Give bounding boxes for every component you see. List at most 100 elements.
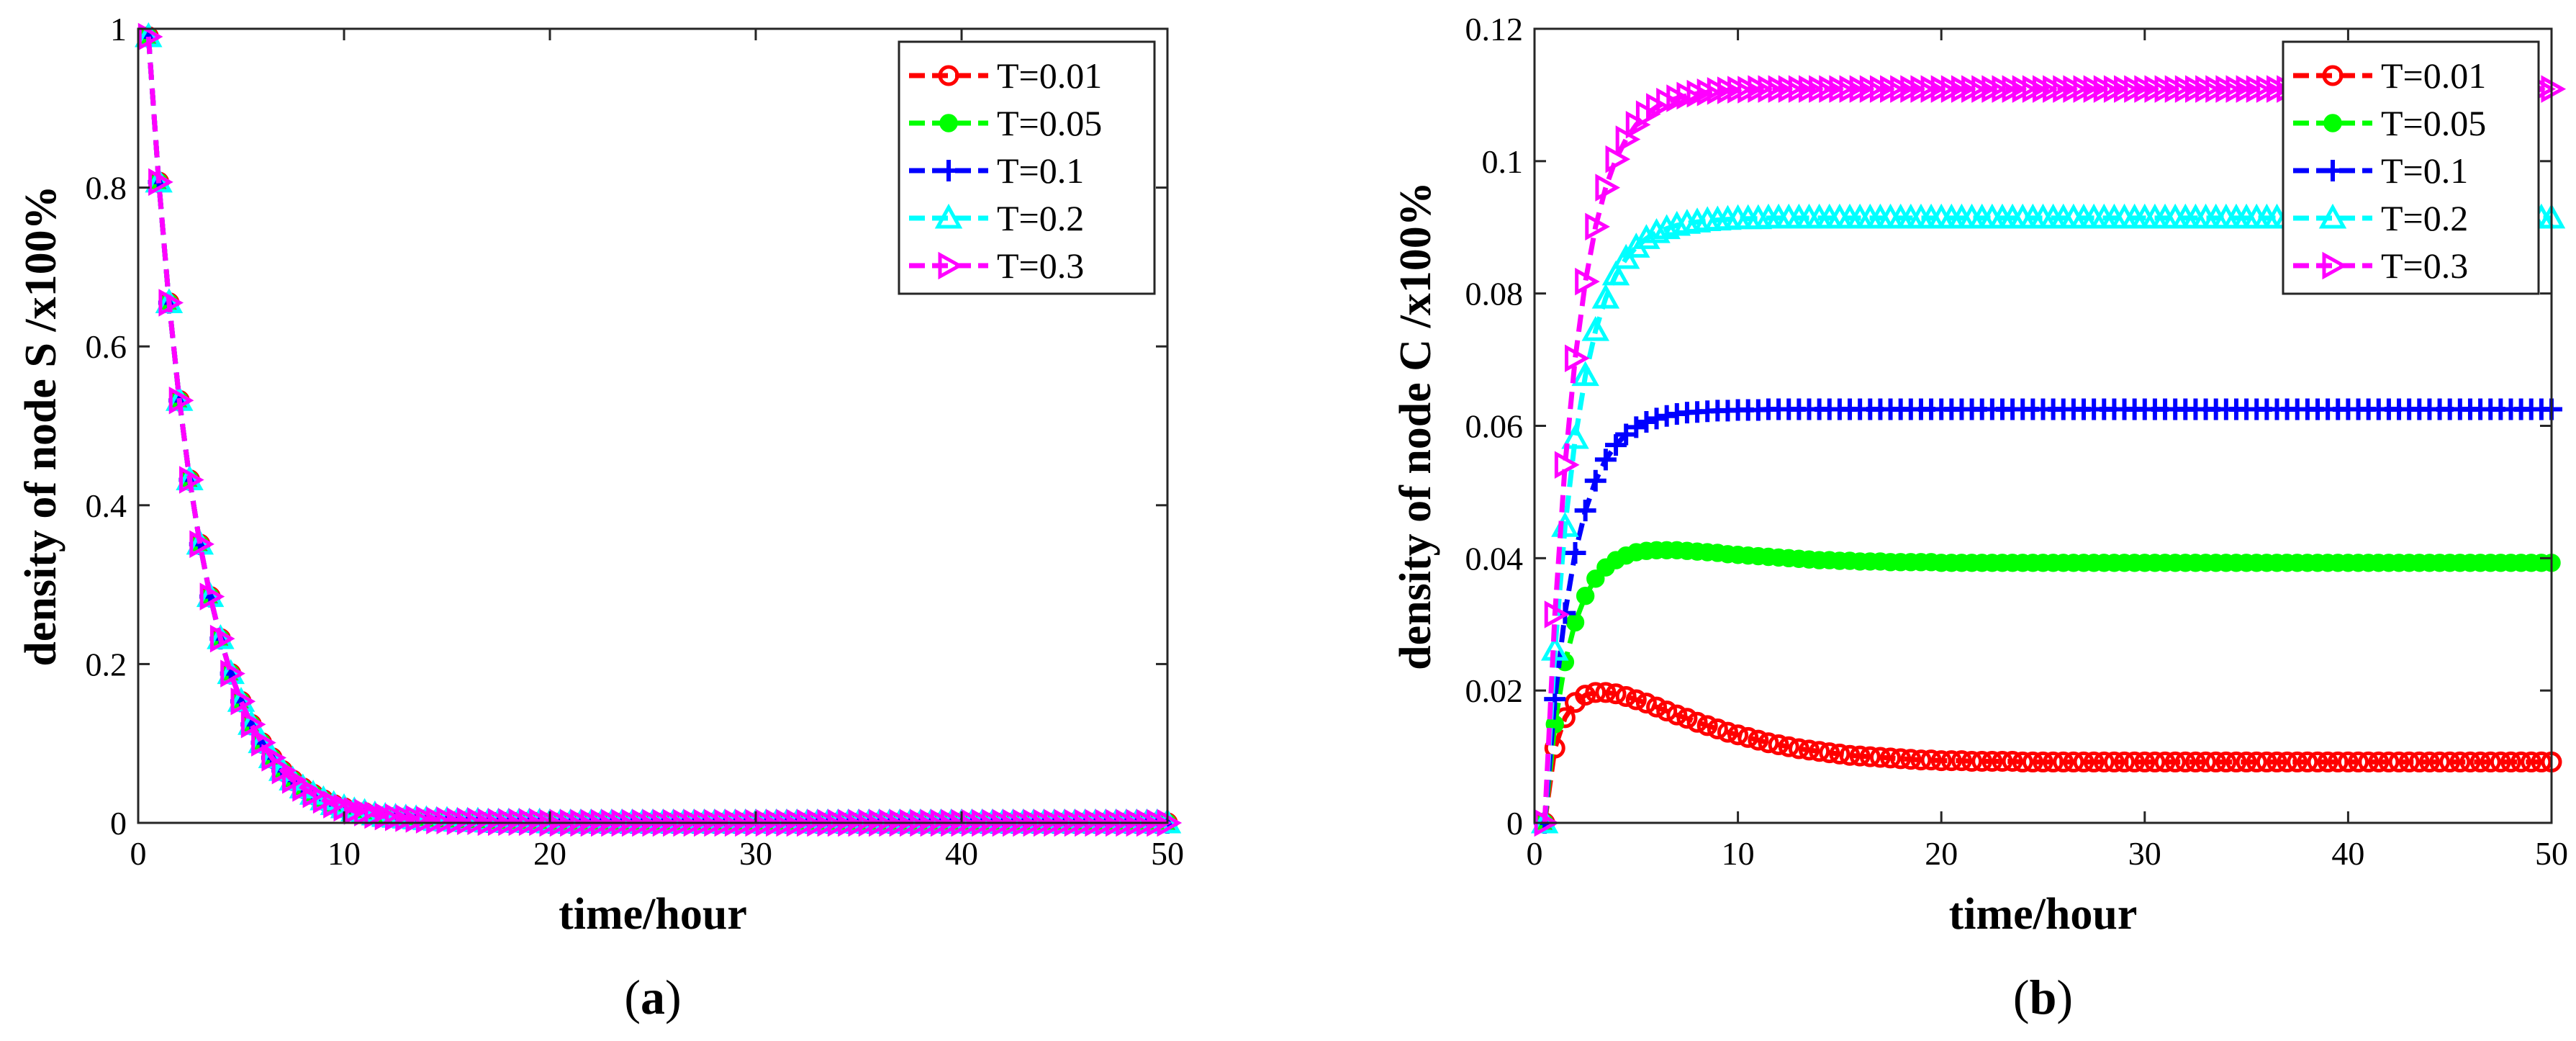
panel-b-series-3-point xyxy=(1564,541,1586,564)
panel-b-series-1-point xyxy=(2124,751,2146,772)
panel-a-xtick-label: 10 xyxy=(327,835,361,872)
panel-b-series-5-point xyxy=(1554,451,1580,479)
panel-b-series-1-point xyxy=(2459,751,2481,772)
panel-b-xtick-label: 10 xyxy=(1722,835,1755,872)
panel-b-series-1-point xyxy=(1748,729,1769,751)
panel-b-series-1-line xyxy=(1542,690,2552,824)
panel-b-series-1-point xyxy=(2277,751,2298,772)
panel-b-ytick-label: 0.02 xyxy=(1465,672,1524,709)
panel-b-series-1-point xyxy=(2063,751,2084,772)
panel-b-legend-label: T=0.1 xyxy=(2381,150,2468,191)
panel-b-series-1-point xyxy=(1839,744,1861,766)
panel-a-legend-swatch-marker xyxy=(934,203,963,229)
panel-b-series-1-point xyxy=(2368,751,2390,772)
panel-b-series-3-point xyxy=(1574,500,1596,522)
panel-b-series-1-point xyxy=(1910,749,1932,771)
panel-b-series-1-point xyxy=(2103,751,2125,772)
panel-a-ytick-label: 0.6 xyxy=(86,328,127,365)
panel-b-series-1-point xyxy=(1686,711,1708,733)
panel-a-legend-label: T=0.3 xyxy=(997,245,1084,286)
panel-a-legend-label: T=0.2 xyxy=(997,198,1084,238)
panel-b-series-1-point xyxy=(1920,749,1942,771)
panel-b-series-1-point xyxy=(1849,745,1871,767)
panel-b-series-1-point xyxy=(1727,724,1749,746)
panel-a-ytick-label: 0.8 xyxy=(86,170,127,207)
panel-b-series-5-point xyxy=(1585,212,1610,241)
panel-a-ytick-label: 0.2 xyxy=(86,646,127,682)
panel-b-chart: 0 10 20 30 40 50 0 0.02 0.04 0.06 0.08 0.1 0.12 time/… xyxy=(1391,11,2568,1024)
panel-a-ytick-label: 0 xyxy=(110,805,127,842)
panel-a-xtick-label: 0 xyxy=(130,835,147,872)
panel-b-ytick-label: 0.12 xyxy=(1465,11,1524,48)
panel-b-series-1-point xyxy=(2429,751,2451,772)
panel-a-legend-swatch-marker xyxy=(939,114,958,132)
panel-b-series-1-point xyxy=(1951,750,1972,772)
panel-b-series-3-point xyxy=(1605,434,1627,456)
panel-b-series-1-point xyxy=(2469,751,2491,772)
panel-b-series-1-point xyxy=(2012,751,2033,772)
panel-b-series-1-point xyxy=(2225,751,2247,772)
panel-b-series-1-point xyxy=(2337,751,2359,772)
panel-b-series-1-point xyxy=(1666,704,1688,726)
panel-a-series-5-point xyxy=(148,168,173,197)
panel-b-series-1-point xyxy=(2317,751,2338,772)
panel-b-series-1-point xyxy=(2002,751,2023,772)
panel-a-legend-swatch-marker xyxy=(938,160,959,181)
panel-b-series-1-point xyxy=(1625,689,1647,711)
panel-b-ytick-label: 0 xyxy=(1506,805,1523,842)
panel-b-ytick-label: 0.1 xyxy=(1482,143,1524,180)
panel-b-series-1-point xyxy=(1696,715,1718,736)
panel-b-series-1-point xyxy=(2215,751,2237,772)
panel-b-series-1-point xyxy=(2398,751,2420,772)
panel-a-legend-item-5: T=0.3 xyxy=(909,245,1084,286)
panel-b-series-1-point xyxy=(1635,693,1657,714)
panel-a-series-5-point xyxy=(179,466,204,494)
panel-b-series-1-point xyxy=(2174,751,2196,772)
panel-b-xtick-label: 0 xyxy=(1527,835,1543,872)
panel-b-legend-item-5: T=0.3 xyxy=(2293,245,2468,286)
panel-b-xtick-label: 50 xyxy=(2535,835,2568,872)
panel-b-series-1-point xyxy=(1788,738,1809,760)
panel-b-series-1-point xyxy=(1930,750,1952,772)
panel-b-series-1-point xyxy=(2521,751,2542,772)
panel-b-series-1-point xyxy=(2388,751,2410,772)
panel-a-legend-swatch-marker xyxy=(938,251,964,280)
panel-b-series-1-point xyxy=(1646,696,1668,718)
panel-b-series-1-point xyxy=(1585,682,1606,703)
panel-a-legend-label: T=0.05 xyxy=(997,103,1102,143)
panel-b-series-1-point xyxy=(2195,751,2217,772)
panel-b-series-3-point xyxy=(1584,469,1606,492)
panel-b-series-1-point xyxy=(2531,751,2552,772)
panel-b-x-axis-label: time/hour xyxy=(1949,890,2138,939)
panel-b-series-1-point xyxy=(1961,751,1983,772)
panel-b-legend-item-2: T=0.05 xyxy=(2293,103,2486,143)
panel-b-series-3-point xyxy=(1645,407,1668,430)
panel-b-series-1 xyxy=(1534,682,2562,834)
panel-b-legend-item-1: T=0.01 xyxy=(2293,55,2486,96)
panel-b-series-4-point xyxy=(1653,214,1681,240)
panel-a-legend-label: T=0.1 xyxy=(997,150,1084,191)
panel-a-ytick-label: 1 xyxy=(110,11,127,48)
panel-b-series-1-point xyxy=(2205,751,2227,772)
panel-b-series-4-point xyxy=(1642,217,1671,243)
panel-a-legend-box xyxy=(898,40,1156,295)
panel-b-series-1-point xyxy=(1737,726,1759,748)
panel-b-series-1-point xyxy=(1707,718,1728,739)
panel-a-series-5-point xyxy=(220,659,245,688)
panel-b-series-1-point xyxy=(1615,685,1637,707)
panel-b-series-1-point xyxy=(1859,746,1881,767)
panel-b-series-1-point xyxy=(1940,750,1962,772)
panel-a-xtick-label: 30 xyxy=(739,835,772,872)
panel-b-series-5-point xyxy=(1544,600,1570,628)
panel-b-series-1-point xyxy=(2490,751,2511,772)
panel-b-ytick-label: 0.04 xyxy=(1465,540,1524,577)
panel-b-series-1-point xyxy=(2266,751,2287,772)
panel-a-series-5-point xyxy=(168,386,194,415)
panel-b-series-1-point xyxy=(2297,751,2318,772)
panel-b-series-4-point xyxy=(1632,224,1660,249)
panel-b-series-1-point xyxy=(1595,682,1617,703)
panel-b-series-1-point xyxy=(2093,751,2115,772)
panel-b-series-1-point xyxy=(1575,685,1596,706)
panel-b-label: (b) xyxy=(2013,970,2073,1024)
